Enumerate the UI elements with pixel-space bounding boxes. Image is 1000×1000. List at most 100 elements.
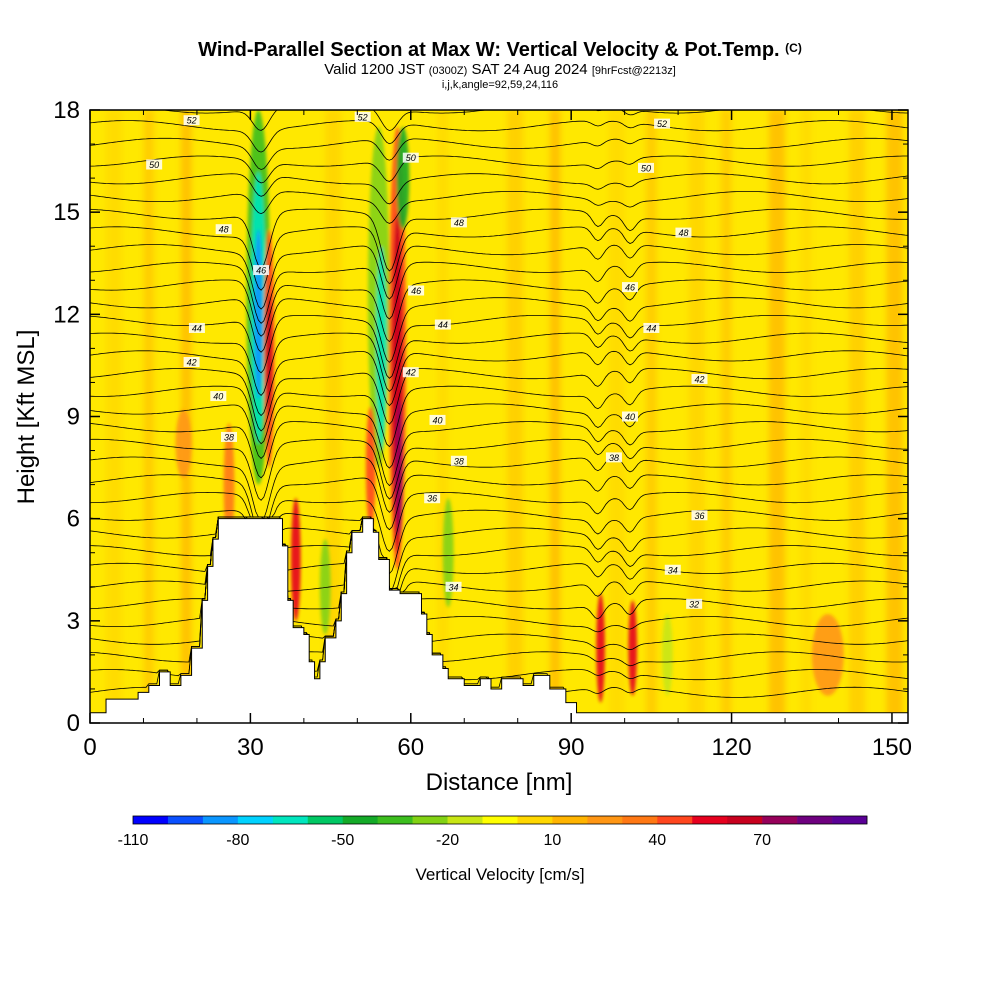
theta-contour-label: 52 [354,111,371,122]
theta-label-bg [402,152,419,163]
theta-contour [90,297,908,363]
colorbar-swatch [517,816,553,824]
theta-label-text: 46 [411,286,421,296]
theta-label-bg [450,217,467,228]
x-tick-label: 120 [712,734,752,761]
colorbar-swatch [622,816,658,824]
colorbar-swatch [412,816,448,824]
theta-contour-label: 42 [183,357,200,368]
colorbar-swatch [133,816,169,824]
chart-indices: i,j,k,angle=92,59,24,116 [441,79,559,91]
theta-label-bg [621,411,638,422]
field-streak [720,110,732,723]
colorbar-swatch [657,816,693,824]
field-streak [608,110,625,723]
theta-label-text: 50 [641,163,651,173]
theta-label-text: 36 [694,511,704,521]
theta-label-bg [183,357,200,368]
y-tick-label: 15 [53,199,80,226]
copyright-mark: (C) [785,41,802,55]
theta-contour [90,208,908,272]
velocity-core [175,409,192,478]
theta-label-text: 48 [219,225,229,235]
theta-label-bg [445,581,462,592]
colorbar-swatch [832,816,868,824]
theta-label-bg [402,367,419,378]
theta-contour [90,491,908,552]
theta-contour [90,368,908,432]
colorbar-frame [132,815,868,825]
theta-label-text: 42 [406,368,416,378]
theta-contour-label: 50 [402,152,419,163]
velocity-core [396,127,410,230]
theta-label-text: 48 [454,218,464,228]
theta-contour [90,314,908,379]
theta-label-text: 52 [358,112,368,122]
field-streak [143,110,155,723]
theta-label-text: 46 [256,266,266,276]
colorbar-swatch [377,816,413,824]
theta-label-text: 46 [625,283,635,293]
x-tick-label: 150 [872,734,912,761]
theta-label-text: 40 [625,412,635,422]
colorbar-swatch [692,816,728,824]
theta-label-bg [215,224,232,235]
field-streak [688,110,705,723]
theta-contour [90,120,908,153]
colorbar-swatch [727,816,763,824]
velocity-core [376,246,387,451]
y-tick-label: 6 [67,506,80,533]
theta-contour [90,226,908,291]
x-tick-label: 90 [558,734,585,761]
theta-contour-label: 38 [221,431,238,442]
theta-label-bg [183,115,200,126]
theta-label-bg [408,285,425,296]
theta-label-bg [354,111,371,122]
theta-contour-label: 40 [429,414,446,425]
velocity-core [319,539,331,635]
y-tick-label: 18 [53,97,80,124]
theta-label-bg [643,322,660,333]
y-tick-label: 12 [53,301,80,328]
theta-contour [160,110,908,132]
theta-contour [90,261,908,324]
velocity-core [628,600,637,696]
theta-label-text: 40 [433,415,443,425]
theta-label-text: 50 [406,153,416,163]
theta-label-bg [210,391,227,402]
chart-titles: Wind-Parallel Section at Max W: Vertical… [0,36,1000,91]
y-tick-label: 3 [67,608,80,635]
theta-contour-label: 50 [638,162,655,173]
x-tick-label: 30 [237,734,264,761]
theta-contour-label: 34 [664,564,681,575]
theta-contour-label: 44 [188,322,205,333]
field-streak [507,110,524,723]
theta-contour-label: 34 [445,581,462,592]
theta-contour [90,279,908,343]
theta-label-bg [686,598,703,609]
theta-contour-label: 32 [686,598,703,609]
theta-contour [90,173,908,205]
theta-label-bg [253,265,270,276]
colorbar-tick-label: -80 [226,832,249,849]
colorbar-swatch [342,816,378,824]
theta-contour-label: 44 [434,319,451,330]
theta-contour-label: 50 [146,159,163,170]
theta-contour-label: 36 [424,493,441,504]
theta-label-bg [605,452,622,463]
chart-title: Wind-Parallel Section at Max W: Vertical… [198,39,802,61]
theta-contour [90,332,908,396]
colorbar-tick-label: -50 [331,832,354,849]
y-axis-label: Height [Kft MSL] [13,330,40,505]
theta-contour [90,244,908,310]
velocity-core [223,423,235,546]
theta-label-text: 44 [438,320,448,330]
colorbar-title: Vertical Velocity [cm/s] [415,865,584,884]
theta-label-bg [424,493,441,504]
theta-label-bg [434,319,451,330]
colorbar: -110 -80 -50 -20 10 40 70 [118,815,868,849]
theta-contour-label: 42 [691,374,708,385]
colorbar-swatch [762,816,798,824]
